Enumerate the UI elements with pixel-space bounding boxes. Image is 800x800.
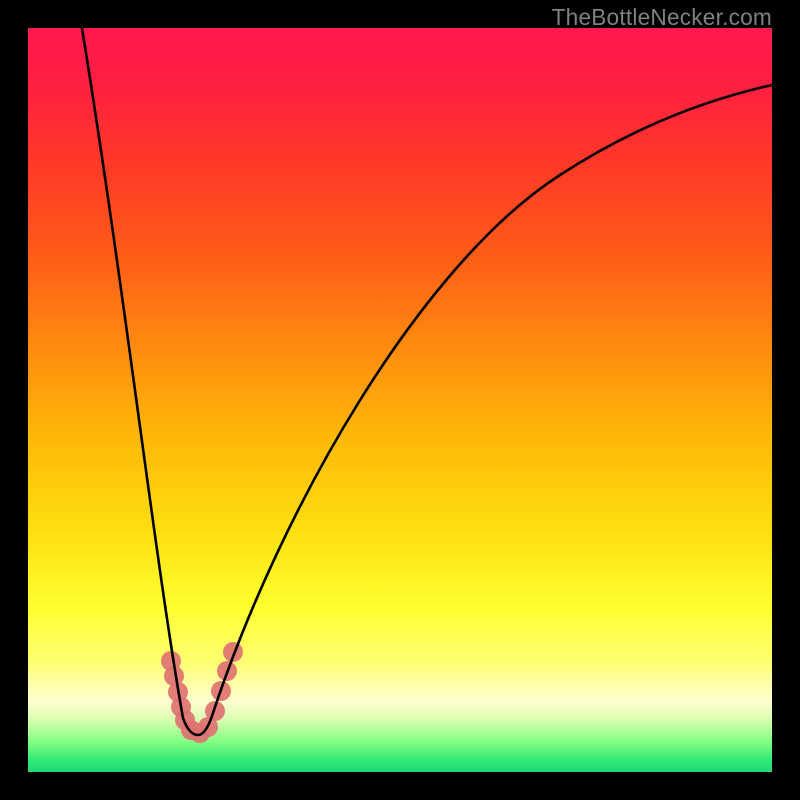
watermark-text: TheBottleNecker.com (552, 4, 772, 31)
gradient-rect (28, 28, 772, 772)
chart-svg (0, 0, 800, 800)
